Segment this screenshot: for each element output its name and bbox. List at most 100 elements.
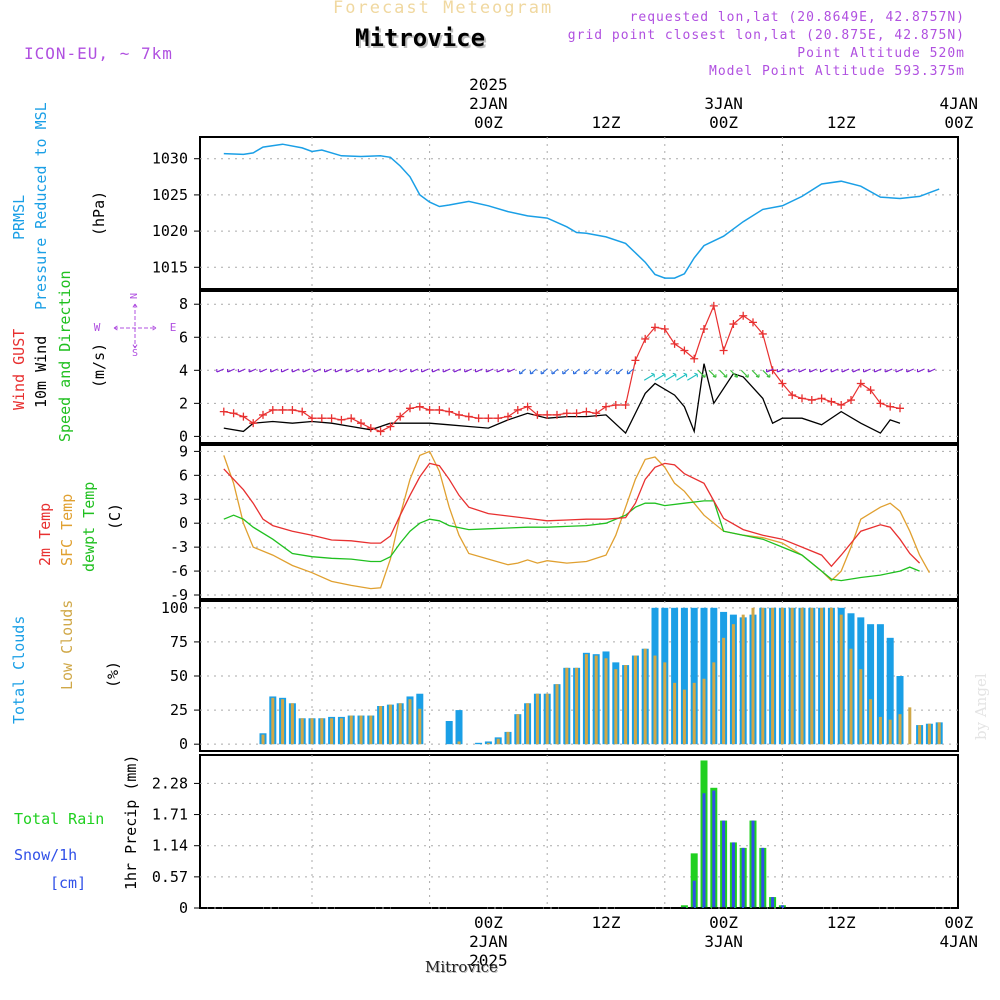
prmsl-line [223,143,940,279]
wind-arrow [496,368,505,373]
wind-arrow [474,368,483,373]
gust-marker [386,422,395,431]
low-cloud-bar [633,655,637,745]
low-cloud-bar [751,607,755,745]
time-label: 00Z [944,913,973,932]
gust-marker [896,404,904,413]
ytick-label-wind: 4 [179,361,188,379]
low-cloud-bar [780,607,784,745]
low-cloud-bar [624,665,628,745]
low-cloud-bar [682,689,686,745]
low-cloud-bar [408,699,412,745]
low-cloud-bar [457,741,461,745]
time-label: 00Z [709,913,738,932]
wind-arrow [562,368,570,375]
low-cloud-bar [898,714,902,745]
ytick-label-wind: 2 [179,394,188,412]
gust-marker [357,419,365,428]
wind-arrow [927,368,936,373]
low-cloud-bar [388,704,392,745]
wind-arrow [916,368,925,373]
compass-e: E [170,321,177,334]
wind-arrow [259,368,268,373]
wind-arrow [324,368,332,373]
time-label: 00Z [944,113,973,132]
compass-n: N [129,293,140,299]
gust-marker [513,405,522,414]
low-cloud-bar [937,722,941,745]
compass-s: S [132,348,138,359]
panel-frame-temp [199,444,959,600]
gust-marker [660,325,669,333]
wind-arrow [884,368,893,373]
wind-arrow [356,368,365,373]
ytick-label-temp: 0 [179,514,188,532]
ytick-label-pressure: 1020 [152,222,188,240]
panel-frame-pressure [199,136,959,290]
gust-marker [337,415,346,424]
snow-bar [702,793,706,908]
low-cloud-bar [339,718,343,745]
low-cloud-bar [888,719,892,745]
wind-arrow [830,368,839,373]
time-label: 2025 [469,951,508,970]
gust-marker [366,424,375,433]
snow-bar [761,847,765,908]
low-cloud-bar [379,706,383,745]
time-label: 12Z [592,913,621,932]
model-label: ICON-EU, ~ 7km [24,44,173,63]
gust-marker [455,410,463,419]
low-cloud-bar [820,607,824,745]
gust-marker [533,410,542,419]
snow-bar [722,820,726,908]
snow-bar [712,790,716,908]
gust-marker [582,407,591,416]
wind-arrow [572,368,580,375]
low-cloud-bar [535,693,539,745]
gust-marker [670,339,679,348]
wind-arrow [485,368,494,373]
wind-arrow [410,368,419,373]
gust-marker [739,311,748,320]
low-cloud-bar [614,669,618,745]
low-cloud-bar [330,718,334,745]
gust-marker [798,394,806,403]
wind-arrow [464,368,472,373]
gust-marker [308,414,316,423]
low-cloud-bar [496,738,500,745]
panel-frame-wind [199,290,959,444]
time-label: 4JAN [940,94,979,113]
wind-arrow [237,368,246,373]
gust-marker [376,427,385,436]
wind-arrow [719,369,728,378]
time-label: 2JAN [469,932,508,951]
ytick-label-precip: 1.14 [152,837,188,855]
wind-arrow [431,368,440,373]
gust-marker [396,412,405,421]
gust-marker [592,409,601,418]
wind-arrow [687,372,698,381]
gust-marker [700,325,708,333]
wind-arrow [507,368,516,373]
gust-marker [651,323,659,332]
wind-arrow [399,368,408,373]
low-cloud-bar [829,607,833,745]
low-cloud-bar [398,703,402,745]
low-cloud-bar [653,655,657,745]
low-cloud-bar [731,624,735,745]
gust-marker [249,419,258,428]
gust-marker [729,320,738,329]
gust-marker [856,379,865,388]
time-label: 00Z [474,113,503,132]
low-cloud-bar [722,637,726,745]
gust-marker [778,379,787,388]
low-cloud-bar [800,607,804,745]
wind-arrow [453,368,462,373]
gust-marker [288,405,297,414]
low-cloud-bar [545,693,549,745]
ytick-label-pressure: 1030 [152,150,188,168]
wind-arrow [787,368,796,373]
total-cloud-bar [896,676,904,745]
wind-arrow [377,368,386,373]
low-cloud-bar [555,684,559,745]
